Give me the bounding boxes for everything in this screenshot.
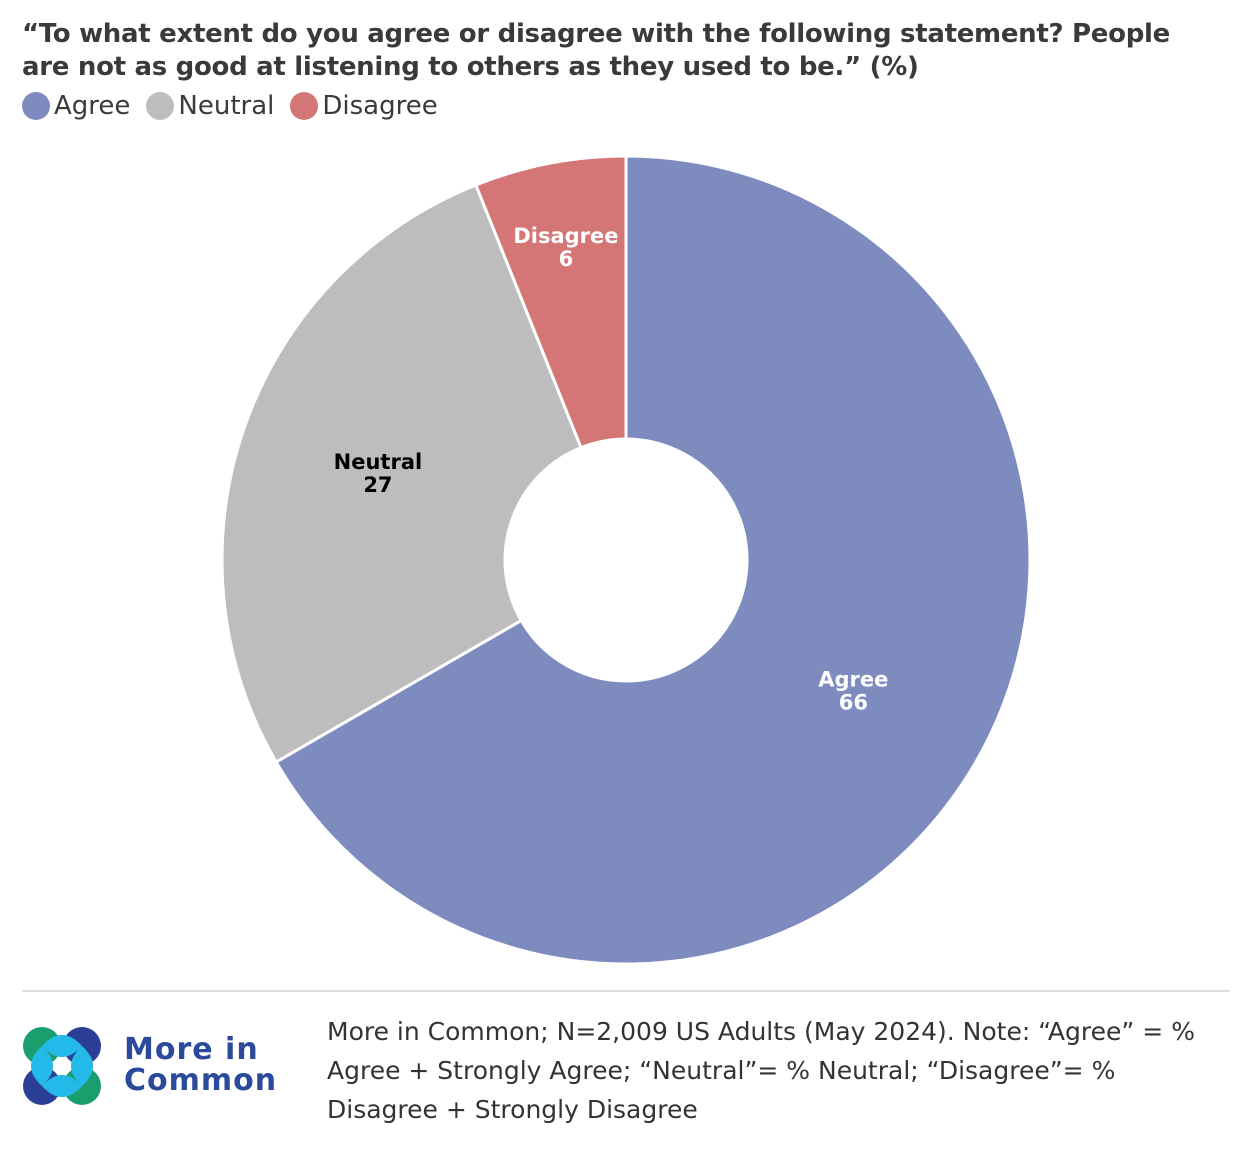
legend-item-neutral: Neutral — [146, 91, 274, 121]
legend-item-agree: Agree — [22, 91, 130, 121]
legend-label-neutral: Neutral — [178, 91, 275, 121]
chart-title: “To what extent do you agree or disagree… — [22, 19, 1170, 82]
legend-swatch-disagree — [290, 92, 319, 120]
logo-petal-right — [71, 1046, 93, 1086]
legend-swatch-neutral — [146, 92, 175, 120]
logo-petal-left — [31, 1046, 53, 1086]
slice-disagree — [473, 154, 628, 450]
legend-item-disagree: Disagree — [290, 91, 438, 121]
data-label-value-neutral: 27 — [363, 473, 392, 497]
footer-divider — [22, 990, 1230, 992]
legend-label-agree: Agree — [54, 91, 131, 121]
legend-label-disagree: Disagree — [322, 91, 438, 121]
logo-petal-bottom — [42, 1075, 82, 1097]
brand-name: More in Common — [124, 1034, 277, 1096]
chart-legend: Agree Neutral Disagree — [22, 88, 454, 124]
logo-petal-top — [42, 1035, 82, 1057]
data-label-value-agree: 66 — [839, 690, 868, 714]
slice-neutral — [220, 182, 583, 765]
more-in-common-logo-icon — [23, 1027, 101, 1105]
source-note: More in Common; N=2,009 US Adults (May 2… — [327, 1017, 1195, 1124]
brand-line-1: More in — [124, 1032, 259, 1067]
legend-swatch-agree — [22, 92, 50, 120]
data-label-category-agree: Agree — [818, 667, 888, 691]
data-label-value-disagree: 6 — [559, 247, 574, 271]
data-label-category-disagree: Disagree — [513, 224, 618, 248]
data-label-category-neutral: Neutral — [334, 450, 423, 474]
slice-agree — [274, 154, 1032, 966]
brand-line-2: Common — [124, 1063, 278, 1098]
